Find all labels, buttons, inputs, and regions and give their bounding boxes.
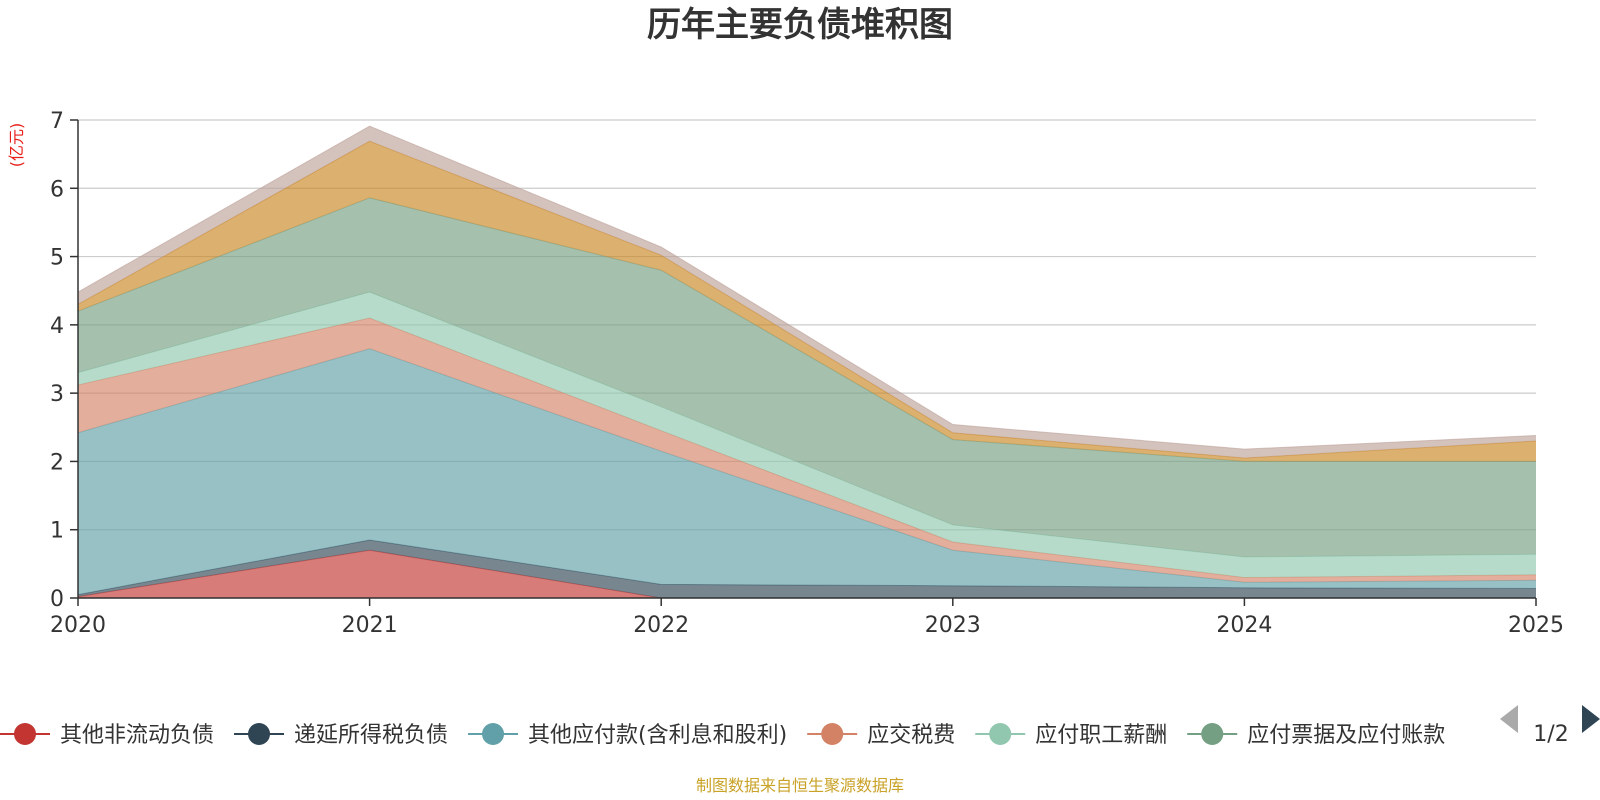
legend-item[interactable]: 递延所得税负债 [234, 723, 448, 748]
legend-item[interactable]: 应交税费 [807, 723, 955, 748]
legend-label: 应付票据及应付账款 [1247, 723, 1445, 748]
y-tick-label: 3 [50, 382, 64, 407]
legend-marker [14, 723, 36, 745]
x-tick-label: 2023 [925, 613, 981, 638]
legend: 其他非流动负债 递延所得税负债 其他应付款(含利息和股利) 应交税费 应付职工薪酬 应付票… [0, 723, 1445, 748]
legend-marker [1201, 723, 1224, 745]
y-tick-label: 1 [50, 519, 64, 544]
legend-marker [248, 723, 271, 745]
y-tick-label: 6 [50, 177, 64, 202]
y-tick-label: 0 [50, 587, 64, 612]
legend-marker [482, 723, 505, 745]
area-series-3[interactable] [78, 348, 1536, 595]
legend-item[interactable]: 其他应付款(含利息和股利) [468, 723, 787, 748]
legend-pager: 1/2 [1500, 705, 1600, 747]
legend-item[interactable]: 应付票据及应付账款 [1187, 723, 1445, 748]
y-tick-label: 4 [50, 314, 64, 339]
triangle-right-icon[interactable] [1582, 705, 1600, 733]
area-series-group [77, 125, 1537, 599]
x-tick-label: 2025 [1508, 613, 1564, 638]
x-tick-label: 2024 [1216, 613, 1272, 638]
axes: 0 1 2 3 4 5 6 7 2020 2021 2022 2023 2024 2025 [50, 109, 1564, 638]
x-tick-label: 2022 [633, 613, 689, 638]
source-note: 制图数据来自恒生聚源数据库 [696, 776, 904, 795]
legend-label: 其他非流动负债 [60, 723, 214, 748]
legend-label: 应交税费 [867, 723, 955, 748]
chart-title: 历年主要负债堆积图 [647, 5, 953, 45]
x-tick-label: 2020 [50, 613, 106, 638]
legend-marker [821, 723, 844, 745]
legend-marker [989, 723, 1012, 745]
legend-label: 应付职工薪酬 [1035, 723, 1167, 748]
y-tick-label: 2 [50, 450, 64, 475]
y-axis-unit-label: (亿元) [7, 123, 26, 168]
y-tick-label: 7 [50, 109, 64, 134]
area-series-2[interactable] [78, 539, 1536, 598]
legend-label: 递延所得税负债 [294, 723, 448, 748]
legend-page-label: 1/2 [1533, 722, 1568, 747]
legend-item[interactable]: 应付职工薪酬 [975, 723, 1167, 748]
legend-label: 其他应付款(含利息和股利) [528, 723, 787, 748]
area-series-line-6 [77, 197, 1536, 462]
legend-item[interactable]: 其他非流动负债 [0, 723, 214, 748]
area-series-6[interactable] [78, 197, 1536, 558]
y-tick-label: 5 [50, 246, 64, 271]
area-series-line-8 [77, 125, 1537, 450]
triangle-left-icon[interactable] [1500, 705, 1518, 733]
x-tick-label: 2021 [342, 613, 398, 638]
